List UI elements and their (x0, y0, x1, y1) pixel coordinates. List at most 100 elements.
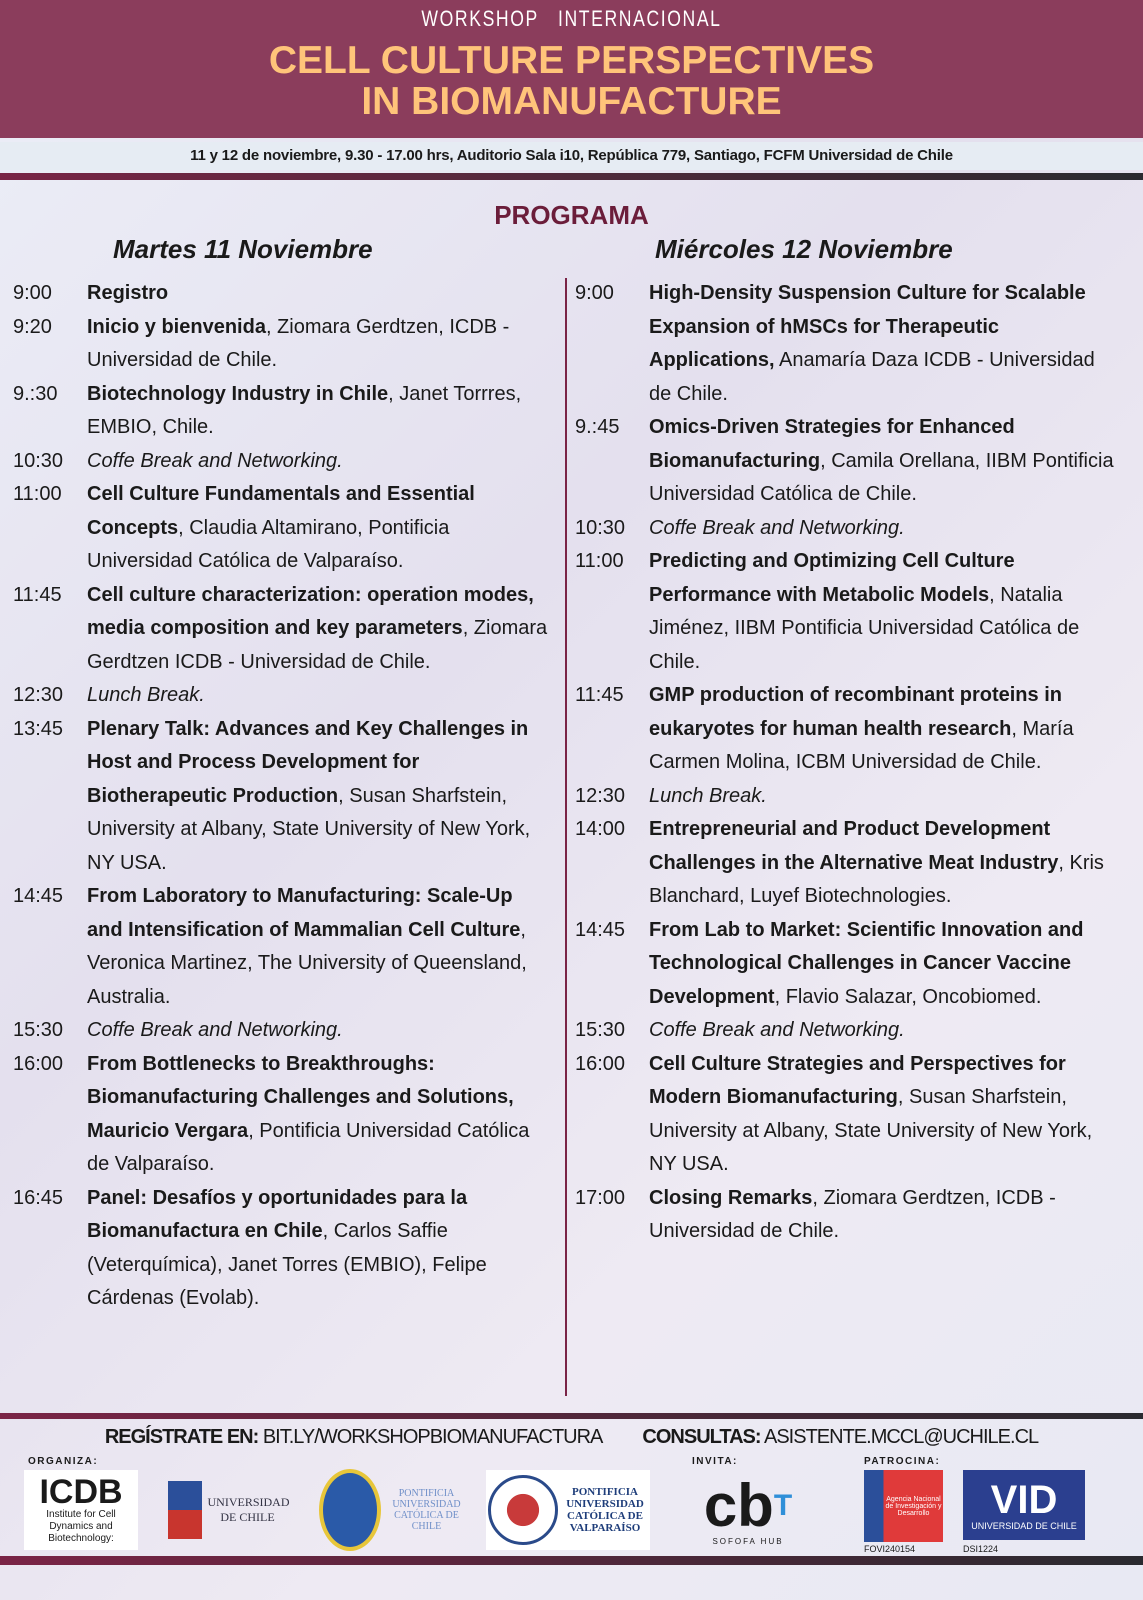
schedule-item: 13:45 Plenary Talk: Advances and Key Chal… (13, 713, 553, 881)
icdb-logo: ICDB Institute for Cell Dynamics and Bio… (24, 1470, 138, 1550)
item-detail: Coffe Break and Networking. (649, 1019, 905, 1041)
schedule-item: 10:30 Coffe Break and Networking. (13, 445, 553, 479)
item-time: 15:30 (575, 1019, 626, 1041)
puc-seal-icon (318, 1469, 381, 1551)
item-time: 9.:30 (13, 382, 58, 405)
item-title: Omics-Driven Strategies for Enhanced Bio… (649, 416, 1015, 472)
cbt-wordmark: cbT (703, 1471, 792, 1539)
footer-bar-top (0, 1413, 1143, 1419)
title-line-1: CELL CULTURE PERSPECTIVES (268, 39, 875, 82)
item-detail: , Ziomara Gerdtzen, ICDB - Universidad d… (87, 315, 510, 372)
item-text: Coffe Break and Networking. (649, 512, 1120, 546)
item-title: From Laboratory to Manufacturing: Scale-… (87, 885, 521, 941)
column-divider (565, 278, 567, 1396)
schedule-item: 15:30 Coffe Break and Networking. (575, 1014, 1120, 1048)
schedule-item: 9.:30 Biotechnology Industry in Chile, Ja… (13, 378, 553, 445)
vid-wordmark: VID (990, 1478, 1058, 1522)
item-time: 16:45 (13, 1186, 64, 1209)
schedule-item: 14:00 Entrepreneurial and Product Develop… (575, 813, 1120, 914)
item-time: 9.:45 (575, 416, 620, 438)
item-time: 11:00 (13, 483, 62, 505)
item-text: Inicio y bienvenida, Ziomara Gerdtzen, I… (87, 311, 553, 378)
item-detail: , Susan Sharfstein, University at Albany… (87, 784, 531, 874)
item-time: 11:00 (575, 550, 624, 572)
register-link[interactable]: BIT.LY/WORKSHOPBIOMANUFACTURA (262, 1426, 604, 1448)
day2-schedule: 9:00 High-Density Suspension Culture for … (575, 277, 1120, 1249)
day2-heading: Miércoles 12 Noviembre (655, 234, 953, 264)
cbt-letters: cb (703, 1471, 774, 1539)
icdb-subtitle: Institute for Cell Dynamics and Biotechn… (46, 1509, 116, 1544)
vid-code: DSI1224 (963, 1544, 999, 1554)
schedule-item: 11:00 Cell Culture Fundamentals and Essen… (13, 478, 553, 579)
pucv-text: PONTIFICIA UNIVERSIDAD CATÓLICA DE VALPA… (566, 1486, 644, 1534)
item-time: 11:45 (13, 583, 62, 606)
item-detail: , Camila Orellana, IIBM Pontificia Unive… (649, 449, 1114, 506)
schedule-item: 9:20 Inicio y bienvenida, Ziomara Gerdtze… (13, 311, 553, 378)
uchile-crest-icon (167, 1481, 202, 1539)
item-text: From Laboratory to Manufacturing: Scale-… (87, 880, 553, 1014)
event-title: CELL CULTURE PERSPECTIVES IN BIOMANUFACT… (0, 40, 1143, 122)
item-title: Cell Culture Fundamentals and Essential … (87, 483, 475, 539)
item-detail: , Claudia Altamirano, Pontificia Univers… (87, 516, 450, 573)
programa-heading: PROGRAMA (494, 200, 649, 230)
cbt-logo: cbT SOFOFA HUB (688, 1470, 808, 1550)
item-detail: , Kris Blanchard, Luyef Biotechnologies. (649, 851, 1104, 908)
uchile-text: UNIVERSIDAD DE CHILE (207, 1495, 290, 1524)
item-detail: , Flavio Salazar, Oncobiomed. (774, 985, 1042, 1008)
schedule-item: 14:45 From Lab to Market: Scientific Inno… (575, 914, 1120, 1015)
item-time: 9:00 (13, 282, 52, 304)
item-text: Cell culture characterization: operation… (87, 579, 553, 680)
kicker: WORKSHOP INTERNACIONAL (421, 6, 722, 31)
anid-logo: Agencia Nacional de Investigación y Desa… (864, 1470, 943, 1542)
item-text: From Lab to Market: Scientific Innovatio… (649, 914, 1120, 1015)
pucv-seal-icon (488, 1475, 558, 1545)
item-text: Registro (87, 277, 553, 311)
item-title: Inicio y bienvenida (87, 315, 266, 338)
schedule-item: 10:30 Coffe Break and Networking. (575, 512, 1120, 546)
item-text: Lunch Break. (649, 780, 1120, 814)
item-time: 12:30 (13, 684, 64, 706)
item-text: Predicting and Optimizing Cell Culture P… (649, 545, 1120, 679)
item-title: Closing Remarks (649, 1186, 813, 1209)
item-text: Cell Culture Fundamentals and Essential … (87, 478, 553, 579)
item-title: Registro (87, 282, 169, 304)
item-time: 14:45 (13, 885, 64, 907)
schedule-item: 14:45 From Laboratory to Manufacturing: S… (13, 880, 553, 1014)
item-detail: , Ziomara Gerdtzen ICDB - Universidad de… (87, 617, 548, 673)
icdb-wordmark: ICDB (39, 1473, 123, 1511)
item-title: Biotechnology Industry in Chile (87, 382, 389, 405)
item-detail: , Janet Torrres, EMBIO, Chile. (87, 382, 522, 439)
item-text: Entrepreneurial and Product Development … (649, 813, 1120, 914)
day1-schedule: 9:00 Registro 9:20 Inicio y bienvenida, Zio… (13, 277, 553, 1316)
schedule-item: 11:45 GMP production of recombinant prote… (575, 679, 1120, 780)
footer-bar-bottom (0, 1556, 1143, 1565)
item-text: Biotechnology Industry in Chile, Janet T… (87, 378, 553, 445)
anid-text: Agencia Nacional de Investigación y Desa… (885, 1495, 942, 1517)
patrocina-label: PATROCINA: (864, 1456, 941, 1467)
item-time: 12:30 (575, 784, 626, 807)
schedule-item: 11:00 Predicting and Optimizing Cell Cult… (575, 545, 1120, 679)
contact-line: REGÍSTRATE EN: BIT.LY/WORKSHOPBIOMANUFAC… (0, 1424, 1143, 1450)
schedule-item: 12:30 Lunch Break. (575, 780, 1120, 814)
schedule-item: 9.:45 Omics-Driven Strategies for Enhance… (575, 411, 1120, 512)
uchile-logo: UNIVERSIDAD DE CHILE (165, 1470, 290, 1550)
schedule-item: 9:00 High-Density Suspension Culture for … (575, 277, 1120, 411)
item-text: From Bottlenecks to Breakthroughs: Bioma… (87, 1048, 553, 1182)
item-text: Omics-Driven Strategies for Enhanced Bio… (649, 411, 1120, 512)
item-time: 16:00 (575, 1052, 626, 1075)
schedule-item: 16:00 From Bottlenecks to Breakthroughs: … (13, 1048, 553, 1182)
register-label: REGÍSTRATE EN: (104, 1426, 259, 1448)
vid-subtitle: UNIVERSIDAD DE CHILE (971, 1521, 1077, 1531)
puc-logo: PONTIFICIA UNIVERSIDAD CATÓLICA DE CHILE (315, 1469, 470, 1551)
contact-email[interactable]: ASISTENTE.MCCL@UCHILE.CL (764, 1426, 1039, 1448)
item-title: High-Density Suspension Culture for Scal… (649, 282, 1086, 371)
schedule-item: 15:30 Coffe Break and Networking. (13, 1014, 553, 1048)
item-title: From Lab to Market: Scientific Innovatio… (649, 918, 1084, 1008)
invita-label: INVITA: (692, 1456, 738, 1467)
schedule-item: 11:45 Cell culture characterization: oper… (13, 579, 553, 680)
item-text: Closing Remarks, Ziomara Gerdtzen, ICDB … (649, 1182, 1120, 1249)
organiza-label: ORGANIZA: (28, 1456, 99, 1467)
day1-heading: Martes 11 Noviembre (113, 234, 373, 264)
item-detail: , María Carmen Molina, ICBM Universidad … (649, 717, 1074, 774)
item-title: Cell Culture Strategies and Perspectives… (649, 1052, 1066, 1109)
